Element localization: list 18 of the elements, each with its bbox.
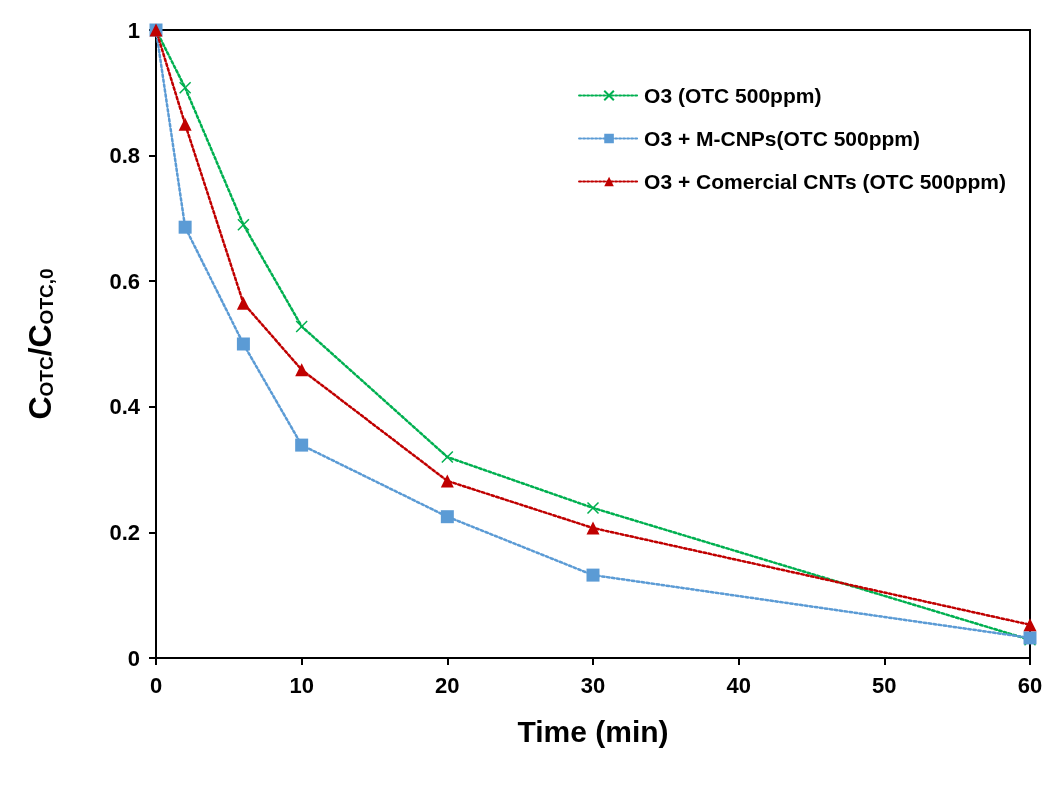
y-tick-label: 1 — [127, 17, 140, 43]
y-tick-label: 0.2 — [109, 519, 140, 545]
y-tick-label: 0.8 — [109, 143, 140, 169]
x-tick-label: 20 — [435, 672, 460, 698]
y-tick-label: 0.6 — [109, 268, 140, 294]
y-axis-title: COTC/COTC,0 — [21, 268, 58, 420]
x-tick-label: 30 — [580, 672, 606, 698]
x-tick-label: 40 — [726, 672, 751, 698]
y-tick-label: 0 — [127, 645, 140, 671]
x-axis-title: Time (min) — [517, 714, 669, 748]
x-tick-label: 60 — [1017, 672, 1043, 698]
x-tick-label: 50 — [872, 672, 897, 698]
y-tick-label: 0.4 — [109, 394, 141, 420]
legend-label: O3 + M-CNPs(OTC 500ppm) — [644, 127, 921, 150]
x-tick-label: 10 — [289, 672, 314, 698]
x-tick-label: 0 — [149, 672, 163, 698]
legend-label: O3 (OTC 500ppm) — [644, 84, 822, 107]
legend-label: O3 + Comercial CNTs (OTC 500ppm) — [644, 170, 1006, 193]
